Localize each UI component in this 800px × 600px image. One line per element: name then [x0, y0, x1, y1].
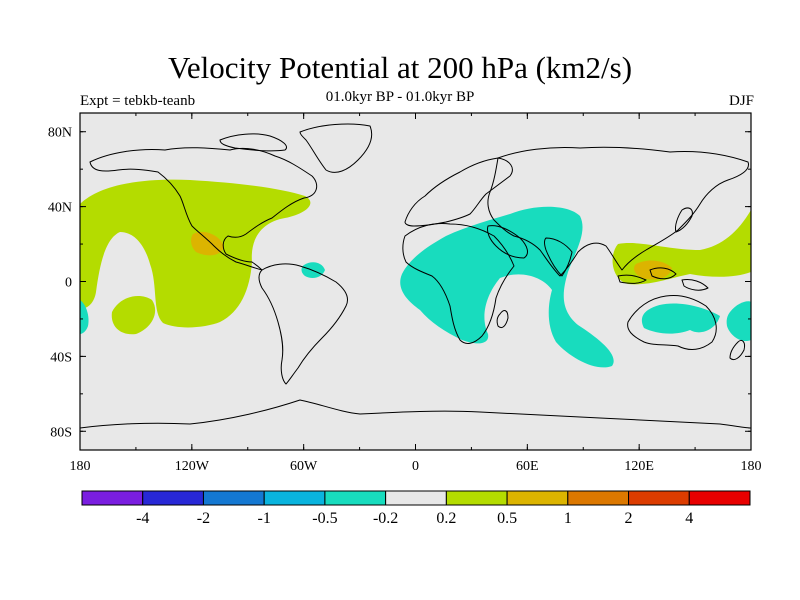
- lat-label: 40S: [50, 350, 72, 365]
- colorbar-swatch: [567, 490, 630, 506]
- coastline-new-zealand: [729, 339, 745, 361]
- strong-positive-region-mexico: [191, 231, 224, 256]
- lon-label: 60W: [290, 459, 318, 474]
- coastline-asia: [487, 146, 749, 277]
- colorbar-label: 0.5: [497, 510, 517, 527]
- lat-label: 0: [65, 276, 72, 291]
- coastline-japan: [675, 207, 693, 233]
- anomaly-fields: [80, 179, 751, 368]
- lon-label: 180: [70, 459, 91, 474]
- lon-label: 60E: [516, 459, 539, 474]
- coastline-india: [544, 237, 573, 277]
- positive-region-south-pacific: [111, 296, 156, 335]
- colorbar-swatch: [385, 490, 447, 506]
- coastline-australia: [627, 295, 717, 350]
- coastlines: [80, 123, 751, 429]
- colorbar-swatch: [142, 490, 204, 506]
- colorbar-swatch: [445, 490, 508, 506]
- colorbar-label: -4: [136, 510, 149, 527]
- longitude-axis: 180 120W 60W 0 60E 120E 180: [70, 113, 762, 474]
- coastline-greenland: [299, 123, 373, 173]
- lon-label: 120E: [624, 459, 654, 474]
- lat-label: 40N: [48, 201, 72, 216]
- colorbar-label: 1: [564, 510, 572, 527]
- colorbar-swatch: [263, 490, 326, 506]
- lon-label: 120W: [175, 459, 210, 474]
- latitude-axis: 80N 40N 0 40S 80S: [48, 126, 751, 440]
- negative-region-dateline-west: [80, 300, 89, 334]
- lon-label: 0: [412, 459, 419, 474]
- coastline-madagascar: [496, 310, 509, 329]
- negative-region-australia: [641, 303, 720, 334]
- coastline-south-america: [258, 263, 349, 385]
- colorbar: -4 -2 -1 -0.5 -0.2 0.2 0.5 1 2 4: [81, 490, 751, 527]
- colorbar-label: -0.2: [373, 510, 398, 527]
- colorbar-swatch: [324, 490, 387, 506]
- negative-region-southwest-pacific: [726, 301, 751, 342]
- colorbar-label: 2: [625, 510, 633, 527]
- experiment-label: Expt = tebkb-teanb: [80, 93, 196, 109]
- lat-label: 80N: [48, 126, 72, 141]
- colorbar-label: -2: [197, 510, 210, 527]
- colorbar-label: 4: [685, 510, 693, 527]
- coastline-antarctica: [80, 399, 751, 429]
- colorbar-swatch: [506, 490, 569, 506]
- colorbar-swatch: [81, 490, 144, 506]
- coastline-indonesia: [617, 267, 709, 291]
- colorbar-swatch: [628, 490, 690, 506]
- positive-region-north-pacific: [80, 179, 311, 328]
- lon-label: 180: [741, 459, 762, 474]
- negative-region-africa-indian-ocean: [400, 206, 614, 368]
- lat-label: 80S: [50, 425, 72, 440]
- colorbar-swatch: [202, 490, 265, 506]
- coastline-arctic-islands: [219, 133, 287, 152]
- colorbar-label: -1: [258, 510, 271, 527]
- colorbar-swatch: [688, 490, 751, 506]
- colorbar-label: -0.5: [312, 510, 337, 527]
- map-title: Velocity Potential at 200 hPa (km2/s): [167, 50, 633, 85]
- strong-positive-region-maritime: [634, 260, 672, 280]
- coastline-arabia: [487, 225, 528, 259]
- coastline-north-america: [89, 147, 318, 271]
- map-subtitle: 01.0kyr BP - 01.0kyr BP: [325, 89, 475, 105]
- coastline-africa: [402, 223, 515, 344]
- colorbar-label: 0.2: [436, 510, 456, 527]
- season-label: DJF: [728, 93, 754, 109]
